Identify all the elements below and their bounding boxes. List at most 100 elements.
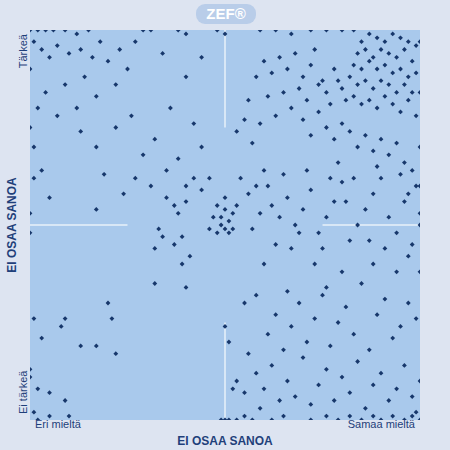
point <box>273 113 278 118</box>
point <box>418 418 420 420</box>
point <box>74 106 79 111</box>
point <box>32 39 37 44</box>
point <box>371 55 376 60</box>
point <box>347 238 352 243</box>
point <box>297 86 302 91</box>
point <box>308 402 313 407</box>
point <box>180 234 185 239</box>
point <box>347 129 352 134</box>
point <box>281 347 286 352</box>
point <box>320 293 325 298</box>
point <box>90 55 95 60</box>
point <box>30 367 32 372</box>
point <box>289 32 294 37</box>
point <box>293 51 298 56</box>
point <box>78 47 83 52</box>
background <box>0 0 450 450</box>
point <box>160 234 165 239</box>
point <box>285 379 290 384</box>
point <box>219 418 224 420</box>
point <box>289 106 294 111</box>
point <box>273 242 278 247</box>
point <box>418 269 420 274</box>
point <box>371 86 376 91</box>
point <box>285 195 290 200</box>
point <box>414 113 419 118</box>
point <box>390 71 395 76</box>
point <box>379 137 384 142</box>
point <box>254 371 259 376</box>
quadrant-guide <box>30 224 128 226</box>
point <box>172 242 177 247</box>
point <box>324 215 329 220</box>
point <box>266 184 271 189</box>
point <box>418 379 420 384</box>
point <box>262 262 267 267</box>
point <box>277 398 282 403</box>
plot-area <box>30 30 420 420</box>
point <box>125 67 130 72</box>
point <box>152 246 157 251</box>
point <box>390 336 395 341</box>
point <box>43 30 48 32</box>
point <box>30 125 32 130</box>
point <box>227 219 232 224</box>
point <box>47 195 52 200</box>
point <box>30 30 32 32</box>
point <box>258 30 263 32</box>
quadrant-guide <box>224 323 226 421</box>
point <box>336 418 341 420</box>
point <box>219 215 224 220</box>
point <box>363 78 368 83</box>
point <box>402 363 407 368</box>
point <box>262 168 267 173</box>
point <box>113 351 118 356</box>
point <box>355 51 360 56</box>
point <box>398 110 403 115</box>
point <box>308 30 313 32</box>
point <box>223 324 228 329</box>
point <box>227 418 232 420</box>
point <box>340 86 345 91</box>
point <box>94 344 99 349</box>
point <box>324 367 329 372</box>
point <box>332 398 337 403</box>
point <box>113 125 118 130</box>
point <box>184 184 189 189</box>
point <box>227 340 232 345</box>
point <box>371 149 376 154</box>
point <box>375 312 380 317</box>
point <box>305 98 310 103</box>
point <box>402 47 407 52</box>
point <box>39 336 44 341</box>
point <box>344 305 349 310</box>
point <box>410 168 415 173</box>
point <box>406 301 411 306</box>
x-end-label: Samaa mieltä <box>348 418 416 430</box>
point <box>102 172 107 177</box>
point <box>59 324 64 329</box>
point <box>30 375 32 380</box>
point <box>223 227 228 232</box>
point <box>30 230 32 235</box>
point <box>78 344 83 349</box>
point <box>184 32 189 37</box>
point <box>98 39 103 44</box>
point <box>375 35 380 40</box>
point <box>184 285 189 290</box>
point <box>273 312 278 317</box>
point <box>375 67 380 72</box>
point <box>351 94 356 99</box>
point <box>281 414 286 419</box>
point <box>281 90 286 95</box>
point <box>55 113 60 118</box>
point <box>340 30 345 32</box>
point <box>152 281 157 286</box>
point <box>340 180 345 185</box>
point <box>394 230 399 235</box>
point <box>375 106 380 111</box>
point <box>379 371 384 376</box>
point <box>285 67 290 72</box>
point <box>176 30 181 32</box>
point <box>297 230 302 235</box>
